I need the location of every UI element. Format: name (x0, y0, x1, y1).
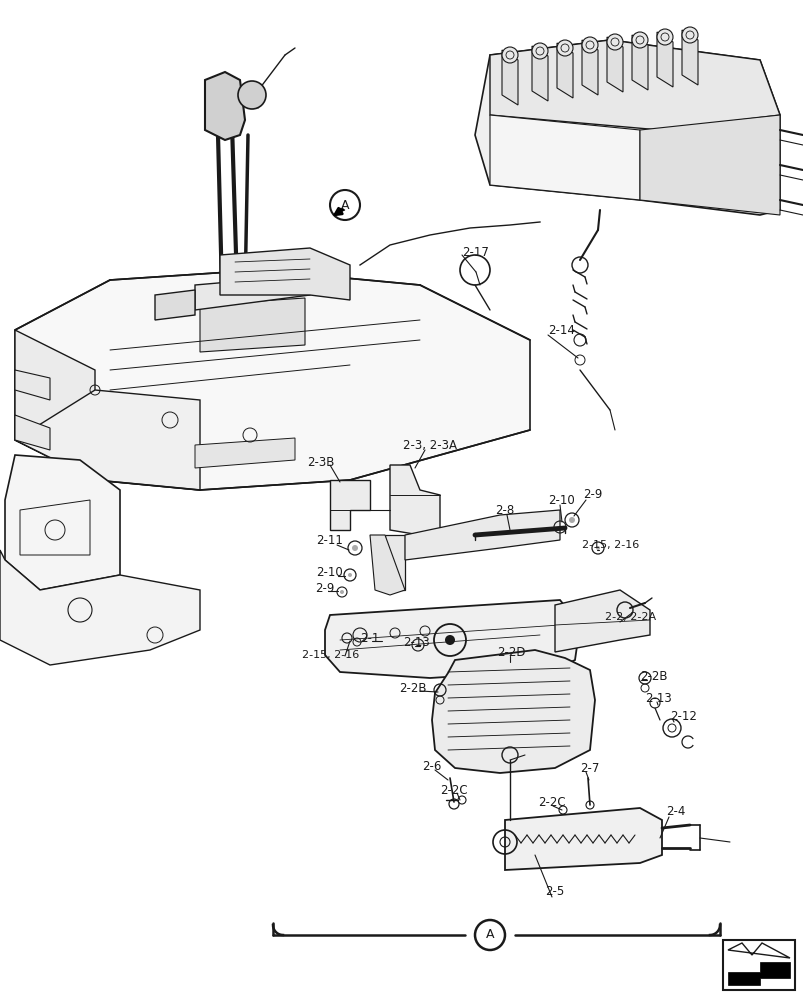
Polygon shape (556, 43, 573, 98)
Polygon shape (335, 208, 344, 215)
Polygon shape (489, 40, 779, 130)
Polygon shape (405, 510, 560, 560)
Polygon shape (15, 390, 200, 490)
Text: A: A (340, 199, 349, 212)
Polygon shape (5, 455, 120, 590)
Text: 2-3, 2-3A: 2-3, 2-3A (402, 438, 456, 452)
Text: 2-2D: 2-2D (496, 646, 525, 658)
Text: 2-11: 2-11 (316, 534, 342, 546)
Polygon shape (504, 808, 661, 870)
Text: 2-2C: 2-2C (439, 784, 467, 796)
Circle shape (606, 34, 622, 50)
Polygon shape (727, 962, 789, 985)
Polygon shape (15, 415, 50, 450)
Circle shape (348, 573, 352, 577)
Circle shape (556, 40, 573, 56)
Circle shape (581, 37, 597, 53)
Text: A: A (485, 928, 494, 941)
Polygon shape (385, 535, 405, 590)
Text: 2-6: 2-6 (422, 760, 441, 772)
Text: 2-14: 2-14 (548, 324, 574, 336)
Text: 2-15, 2-16: 2-15, 2-16 (581, 540, 638, 550)
Polygon shape (631, 35, 647, 90)
Text: 2-10: 2-10 (316, 566, 342, 578)
Circle shape (352, 545, 357, 551)
Polygon shape (501, 50, 517, 105)
Polygon shape (195, 275, 310, 310)
Polygon shape (489, 115, 639, 200)
Text: 2-1: 2-1 (360, 632, 379, 644)
Polygon shape (15, 370, 50, 400)
Text: 2-2, 2-2A: 2-2, 2-2A (604, 612, 655, 622)
Text: 2-3B: 2-3B (307, 456, 334, 468)
Polygon shape (431, 650, 594, 773)
Polygon shape (329, 480, 369, 530)
Polygon shape (639, 115, 779, 215)
Circle shape (532, 43, 548, 59)
Polygon shape (581, 40, 597, 95)
Bar (722, 940, 794, 990)
Text: 2-2B: 2-2B (398, 682, 426, 694)
Polygon shape (532, 46, 548, 101)
Text: 2-5: 2-5 (544, 886, 564, 898)
Polygon shape (200, 298, 304, 352)
Text: 2-15, 2-16: 2-15, 2-16 (302, 650, 359, 660)
Text: 2-13: 2-13 (402, 636, 430, 650)
Text: 2-7: 2-7 (579, 762, 598, 774)
Circle shape (238, 81, 266, 109)
Text: 2-4: 2-4 (665, 805, 684, 818)
Circle shape (631, 32, 647, 48)
Polygon shape (389, 465, 439, 535)
Circle shape (656, 29, 672, 45)
Polygon shape (369, 535, 405, 595)
Circle shape (444, 635, 454, 645)
Polygon shape (681, 30, 697, 85)
Text: 2-13: 2-13 (644, 692, 671, 704)
Circle shape (501, 47, 517, 63)
Polygon shape (606, 37, 622, 92)
Polygon shape (195, 438, 295, 468)
Polygon shape (324, 600, 579, 678)
Circle shape (595, 546, 599, 550)
Text: 2-9: 2-9 (582, 488, 601, 502)
Text: 2-17: 2-17 (462, 245, 488, 258)
Text: 2-2C: 2-2C (537, 795, 565, 808)
Text: 2-8: 2-8 (495, 504, 514, 516)
Text: 2-10: 2-10 (548, 493, 574, 506)
Text: 2-9: 2-9 (315, 582, 334, 594)
Polygon shape (554, 590, 649, 652)
Polygon shape (0, 550, 200, 665)
Circle shape (340, 590, 344, 594)
Polygon shape (155, 290, 195, 320)
Polygon shape (475, 40, 779, 215)
Polygon shape (15, 270, 529, 490)
Circle shape (681, 27, 697, 43)
Polygon shape (15, 330, 95, 480)
Polygon shape (656, 32, 672, 87)
Polygon shape (205, 72, 245, 140)
Text: 2-2B: 2-2B (639, 670, 666, 682)
Polygon shape (220, 248, 349, 300)
Text: 2-12: 2-12 (669, 710, 696, 722)
Circle shape (569, 517, 574, 523)
